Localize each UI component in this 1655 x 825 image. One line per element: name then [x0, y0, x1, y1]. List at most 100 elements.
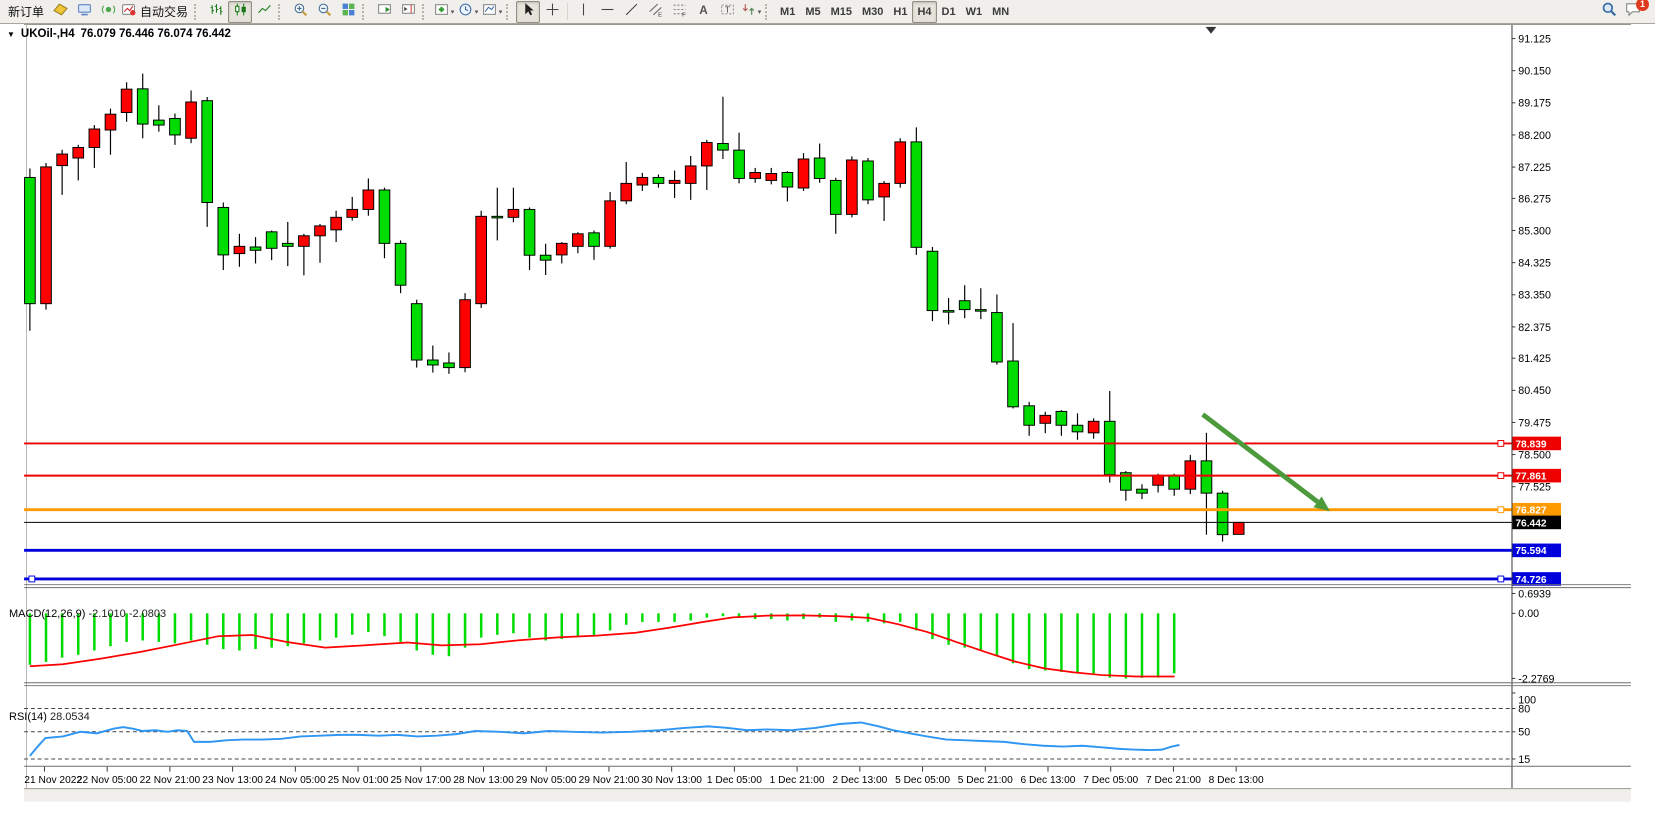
- candle: [700, 142, 713, 167]
- text-label-tool-button[interactable]: T: [715, 1, 739, 23]
- new-order-icon-button[interactable]: [48, 1, 72, 23]
- zoom-in-button[interactable]: [288, 1, 312, 23]
- time-tick-label: 7 Dec 21:00: [1146, 775, 1201, 786]
- timeframe-mn-button[interactable]: MN: [987, 1, 1014, 23]
- price-axis[interactable]: 91.125 90.150 89.175 88.200 87.225 86.275 85.3…: [1511, 24, 1552, 789]
- timeframe-label: MN: [992, 5, 1010, 18]
- timeframe-d1-button[interactable]: D1: [937, 1, 961, 23]
- macd-axis-label: 0.00: [1518, 608, 1539, 620]
- chart-dropdown-icon[interactable]: ▼: [7, 29, 15, 39]
- arrow-head: [1313, 496, 1330, 512]
- level-price-label-box: [1512, 468, 1562, 483]
- level-handle[interactable]: [1497, 440, 1505, 447]
- signal-icon: [101, 2, 116, 22]
- price-tick-label: 90.150: [1518, 66, 1551, 78]
- macd-axis-label: -2.2769: [1518, 673, 1554, 685]
- zoom-out-button[interactable]: [312, 1, 336, 23]
- search-button[interactable]: [1597, 1, 1621, 23]
- horizontal-line-icon: [600, 2, 615, 22]
- timeframe-w1-button[interactable]: W1: [961, 1, 988, 23]
- arrows-tool-button[interactable]: ▾: [739, 1, 763, 23]
- candle: [40, 166, 52, 305]
- rsi-axis-label: 80: [1518, 703, 1530, 715]
- candlestick-chart-button[interactable]: [228, 0, 253, 23]
- timeframe-label: H4: [917, 5, 932, 18]
- templates-button[interactable]: ▾: [480, 1, 504, 23]
- macd-signal-line: [29, 614, 1175, 678]
- indicators-button[interactable]: ▾: [432, 1, 456, 23]
- chevron-down-icon: ▾: [474, 8, 479, 16]
- level-price-label: 77.861: [1515, 472, 1546, 483]
- auto-scroll-icon: [377, 2, 392, 22]
- panel-backgrounds: [24, 24, 1631, 802]
- new-order-icon: [52, 2, 68, 22]
- candle: [507, 208, 520, 218]
- timeframe-label: H1: [893, 5, 908, 18]
- timeframe-m5-button[interactable]: M5: [800, 1, 825, 23]
- level-handle[interactable]: [1497, 506, 1505, 514]
- level-handle[interactable]: [1497, 575, 1505, 583]
- candle: [991, 312, 1003, 363]
- candle: [475, 215, 488, 305]
- crosshair-tool-button[interactable]: [540, 1, 564, 23]
- signal-button[interactable]: [96, 1, 120, 23]
- candle: [314, 225, 326, 237]
- timeframe-h4-button[interactable]: H4: [912, 0, 937, 23]
- trendline-tool-button[interactable]: [619, 1, 643, 23]
- macd-indicator-title: MACD(12,26,9) -2.1010 -2.0803: [9, 608, 166, 620]
- price-tick-label: 78.500: [1518, 449, 1551, 461]
- tile-windows-icon: [341, 2, 356, 22]
- line-chart-button[interactable]: [252, 1, 276, 23]
- candle: [24, 176, 36, 305]
- tile-windows-button[interactable]: [336, 1, 360, 23]
- timeframe-m30-button[interactable]: M30: [857, 1, 888, 23]
- toolbar: 新订单 自动交易: [0, 0, 1655, 24]
- level-handle[interactable]: [1497, 472, 1505, 480]
- price-tick-label: 85.300: [1518, 225, 1551, 237]
- horizontal-line-tool-button[interactable]: [595, 1, 619, 23]
- trend-arrow[interactable]: [1201, 412, 1330, 512]
- candle: [330, 216, 342, 231]
- equidistant-channel-icon: E: [648, 2, 663, 22]
- level-handle[interactable]: [28, 575, 36, 583]
- time-tick-label: 6 Dec 13:00: [1021, 775, 1076, 786]
- auto-scroll-button[interactable]: [372, 1, 396, 23]
- candle: [88, 128, 101, 148]
- text-tool-button[interactable]: A: [691, 1, 715, 23]
- equidistant-channel-tool-button[interactable]: E: [643, 1, 667, 23]
- chart-canvas[interactable]: 91.125 90.150 89.175 88.200 87.225 86.275 85.3…: [0, 24, 1655, 825]
- auto-trading-label: 自动交易: [140, 5, 189, 19]
- timeframe-label: W1: [965, 5, 983, 18]
- timeframe-m15-button[interactable]: M15: [826, 1, 857, 23]
- candle: [459, 299, 471, 369]
- candle: [104, 113, 117, 131]
- chevron-down-icon: ▾: [450, 8, 455, 16]
- chart-shift-marker[interactable]: [1205, 26, 1217, 34]
- candle: [781, 172, 794, 188]
- vertical-line-tool-button[interactable]: [571, 1, 595, 23]
- terminal-button[interactable]: [72, 1, 96, 23]
- new-order-button[interactable]: 新订单: [4, 1, 48, 23]
- rsi-axis-label: 15: [1518, 754, 1530, 766]
- timeframe-label: D1: [941, 5, 956, 18]
- level-price-label-box: [1512, 515, 1562, 530]
- candle: [717, 143, 729, 151]
- auto-trading-button[interactable]: 自动交易: [120, 1, 192, 23]
- time-tick-label: 21 Nov 2022: [24, 775, 82, 786]
- candle: [749, 172, 761, 179]
- indicators-icon: [434, 2, 449, 22]
- periods-button[interactable]: ▾: [456, 1, 480, 23]
- fibonacci-tool-button[interactable]: F: [667, 1, 691, 23]
- bar-chart-button[interactable]: [204, 1, 228, 23]
- time-tick-label: 5 Dec 05:00: [895, 775, 950, 786]
- notifications-button[interactable]: 1: [1621, 0, 1649, 23]
- chart-shift-button[interactable]: [396, 1, 420, 23]
- timeframe-m1-button[interactable]: M1: [775, 1, 800, 23]
- timeframe-h1-button[interactable]: H1: [888, 1, 912, 23]
- candle: [539, 254, 552, 261]
- time-tick-label: 28 Nov 13:00: [453, 775, 514, 786]
- new-order-label: 新订单: [8, 5, 45, 19]
- cursor-tool-button[interactable]: [516, 0, 541, 23]
